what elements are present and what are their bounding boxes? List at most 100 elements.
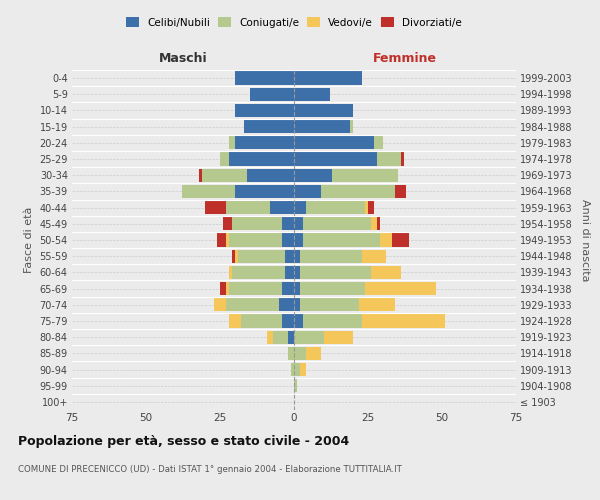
Bar [202, 168, 247, 182]
Text: COMUNE DI PRECENICCO (UD) - Dati ISTAT 1° gennaio 2004 - Elaborazione TUTTITALIA: COMUNE DI PRECENICCO (UD) - Dati ISTAT 1… [18, 465, 402, 474]
Bar [235, 250, 238, 263]
Bar [226, 282, 229, 295]
Bar [282, 217, 294, 230]
Bar [229, 136, 235, 149]
Bar [226, 201, 271, 214]
Bar [300, 266, 371, 279]
Bar [323, 330, 353, 344]
Bar [217, 234, 226, 246]
Bar [250, 88, 294, 101]
Bar [232, 250, 235, 263]
Bar [294, 104, 353, 117]
Bar [294, 346, 306, 360]
Bar [244, 120, 294, 134]
Bar [401, 152, 404, 166]
Bar [294, 234, 303, 246]
Bar [332, 168, 398, 182]
Bar [380, 234, 392, 246]
Bar [232, 217, 282, 230]
Y-axis label: Fasce di età: Fasce di età [24, 207, 34, 273]
Bar [294, 201, 306, 214]
Bar [235, 72, 294, 85]
Bar [247, 168, 294, 182]
Bar [306, 346, 320, 360]
Bar [365, 201, 368, 214]
Bar [205, 201, 226, 214]
Text: Popolazione per età, sesso e stato civile - 2004: Popolazione per età, sesso e stato civil… [18, 435, 349, 448]
Bar [306, 201, 365, 214]
Bar [374, 136, 383, 149]
Bar [362, 250, 386, 263]
Bar [350, 120, 353, 134]
Bar [294, 250, 300, 263]
Bar [273, 330, 288, 344]
Text: Femmine: Femmine [373, 52, 437, 65]
Bar [229, 234, 282, 246]
Bar [294, 330, 323, 344]
Bar [268, 330, 273, 344]
Bar [279, 298, 294, 312]
Bar [229, 152, 294, 166]
Bar [235, 185, 294, 198]
Bar [303, 217, 371, 230]
Bar [241, 314, 282, 328]
Bar [220, 282, 226, 295]
Bar [300, 363, 306, 376]
Bar [282, 314, 294, 328]
Bar [377, 217, 380, 230]
Y-axis label: Anni di nascita: Anni di nascita [580, 198, 590, 281]
Bar [226, 234, 229, 246]
Bar [371, 266, 401, 279]
Bar [288, 346, 294, 360]
Bar [282, 282, 294, 295]
Bar [229, 314, 241, 328]
Bar [300, 282, 365, 295]
Bar [182, 185, 235, 198]
Bar [229, 266, 232, 279]
Bar [214, 298, 226, 312]
Bar [395, 185, 406, 198]
Bar [392, 234, 409, 246]
Bar [238, 250, 285, 263]
Bar [271, 201, 294, 214]
Bar [294, 266, 300, 279]
Bar [220, 152, 229, 166]
Bar [199, 168, 202, 182]
Bar [232, 266, 285, 279]
Bar [359, 298, 395, 312]
Bar [368, 201, 374, 214]
Bar [285, 250, 294, 263]
Bar [371, 217, 377, 230]
Bar [235, 104, 294, 117]
Bar [294, 136, 374, 149]
Bar [294, 314, 303, 328]
Bar [288, 330, 294, 344]
Bar [294, 298, 300, 312]
Bar [294, 168, 332, 182]
Bar [303, 234, 380, 246]
Bar [229, 282, 282, 295]
Bar [294, 282, 300, 295]
Bar [226, 298, 279, 312]
Bar [294, 88, 329, 101]
Bar [294, 217, 303, 230]
Bar [294, 363, 300, 376]
Bar [320, 185, 395, 198]
Bar [303, 314, 362, 328]
Text: Maschi: Maschi [158, 52, 208, 65]
Bar [294, 72, 362, 85]
Bar [294, 379, 297, 392]
Bar [235, 136, 294, 149]
Bar [300, 250, 362, 263]
Bar [291, 363, 294, 376]
Bar [365, 282, 436, 295]
Bar [362, 314, 445, 328]
Bar [282, 234, 294, 246]
Bar [294, 152, 377, 166]
Bar [223, 217, 232, 230]
Bar [377, 152, 401, 166]
Bar [285, 266, 294, 279]
Bar [294, 185, 320, 198]
Legend: Celibi/Nubili, Coniugati/e, Vedovi/e, Divorziati/e: Celibi/Nubili, Coniugati/e, Vedovi/e, Di… [126, 18, 462, 28]
Bar [294, 120, 350, 134]
